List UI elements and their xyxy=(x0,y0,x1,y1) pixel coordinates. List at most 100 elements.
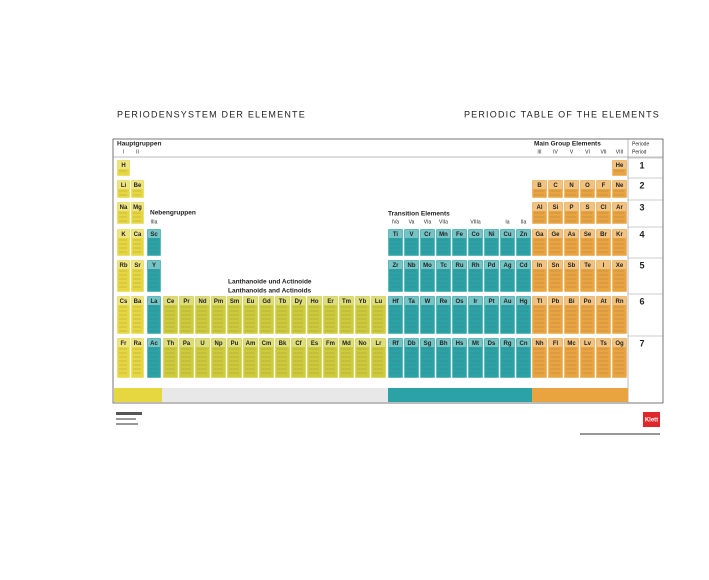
main-groups-de: Hauptgruppen xyxy=(117,141,161,148)
element-cell xyxy=(146,337,162,379)
element-symbol: Cd xyxy=(520,263,528,269)
element-box xyxy=(485,297,498,305)
element-box xyxy=(148,261,160,269)
element-box xyxy=(132,339,143,347)
element-cell xyxy=(210,337,227,379)
group-label: III xyxy=(537,149,541,155)
element-symbol: O xyxy=(585,183,590,189)
element-cell xyxy=(467,337,484,379)
element-symbol: Fl xyxy=(553,341,559,347)
element-box xyxy=(469,230,482,238)
element-cell xyxy=(595,179,612,199)
element-symbol: In xyxy=(537,263,543,269)
element-symbol: He xyxy=(616,163,624,169)
element-box xyxy=(118,203,129,211)
element-cell xyxy=(515,337,532,379)
element-box xyxy=(613,339,626,347)
element-cell xyxy=(403,228,420,257)
element-cell xyxy=(116,179,131,199)
element-box xyxy=(244,339,257,347)
element-box xyxy=(340,297,353,305)
element-symbol: Ca xyxy=(134,232,142,238)
element-box xyxy=(437,297,450,305)
element-symbol: Sg xyxy=(424,341,432,347)
element-cell xyxy=(579,259,596,293)
element-box xyxy=(118,181,129,189)
element-symbol: Th xyxy=(167,341,175,347)
element-box xyxy=(581,181,594,189)
element-symbol: Er xyxy=(327,299,334,305)
element-cell xyxy=(242,337,259,379)
element-box xyxy=(581,230,594,238)
element-symbol: Be xyxy=(134,183,142,189)
element-cell xyxy=(226,337,243,379)
element-cell xyxy=(531,228,548,257)
element-cell xyxy=(483,337,500,379)
element-symbol: Ac xyxy=(150,341,158,347)
group-label: V xyxy=(570,149,574,155)
element-box xyxy=(485,261,498,269)
element-symbol: Mo xyxy=(423,263,432,269)
element-box xyxy=(372,297,385,305)
subgroups-de: Nebengruppen xyxy=(150,210,196,217)
element-cell xyxy=(515,259,532,293)
element-box xyxy=(581,339,594,347)
element-box xyxy=(148,297,160,305)
group-label: VIIa xyxy=(439,219,448,225)
element-symbol: Nb xyxy=(408,263,416,269)
element-symbol: Tc xyxy=(440,263,447,269)
element-box xyxy=(437,339,450,347)
element-symbol: U xyxy=(200,341,204,347)
element-box xyxy=(613,297,626,305)
element-symbol: H xyxy=(121,163,125,169)
element-symbol: Tl xyxy=(537,299,543,305)
element-cell xyxy=(419,228,436,257)
element-symbol: Xe xyxy=(616,263,624,269)
element-symbol: Sc xyxy=(150,232,158,238)
element-symbol: P xyxy=(569,205,573,211)
element-box xyxy=(389,297,402,305)
element-cell xyxy=(130,337,145,379)
element-cell xyxy=(387,337,404,379)
element-symbol: Db xyxy=(408,341,416,347)
element-box xyxy=(132,261,143,269)
element-symbol: Mn xyxy=(439,232,448,238)
element-box xyxy=(389,339,402,347)
element-cell xyxy=(403,259,420,293)
element-symbol: Li xyxy=(121,183,127,189)
element-box xyxy=(517,230,530,238)
element-symbol: Mt xyxy=(472,341,479,347)
element-box xyxy=(533,230,546,238)
element-symbol: Og xyxy=(615,341,624,347)
element-symbol: Pt xyxy=(489,299,495,305)
element-cell xyxy=(178,337,195,379)
element-box xyxy=(324,339,337,347)
element-symbol: Mc xyxy=(567,341,576,347)
title-en: PERIODIC TABLE OF THE ELEMENTS xyxy=(464,109,660,119)
element-box xyxy=(228,297,241,305)
element-cell xyxy=(563,228,580,257)
element-symbol: Ag xyxy=(504,263,512,269)
element-cell xyxy=(130,228,145,257)
element-cell xyxy=(419,337,436,379)
element-cell xyxy=(595,259,612,293)
element-symbol: Tb xyxy=(279,299,287,305)
element-box xyxy=(613,181,626,189)
period-number: 5 xyxy=(639,260,644,270)
element-box xyxy=(118,297,129,305)
element-symbol: Gd xyxy=(262,299,271,305)
element-cell xyxy=(306,337,323,379)
element-symbol: Es xyxy=(311,341,319,347)
element-symbol: Cu xyxy=(504,232,512,238)
element-symbol: Hs xyxy=(456,341,464,347)
group-label: IIa xyxy=(521,219,527,225)
element-symbol: Pr xyxy=(183,299,190,305)
element-box xyxy=(389,261,402,269)
element-symbol: Ce xyxy=(167,299,175,305)
period-number: 2 xyxy=(639,180,644,190)
element-symbol: K xyxy=(121,232,126,238)
element-cell xyxy=(611,259,628,293)
element-symbol: Ga xyxy=(535,232,544,238)
element-box xyxy=(405,230,418,238)
element-box xyxy=(308,339,321,347)
